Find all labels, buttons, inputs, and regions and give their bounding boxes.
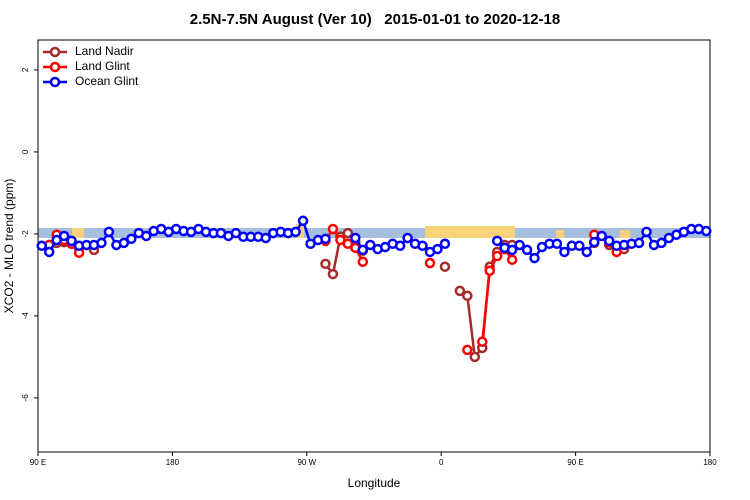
- y-tick-label: 0: [21, 149, 30, 154]
- data-point: [581, 246, 593, 258]
- data-point: [290, 226, 301, 238]
- data-point: [327, 268, 339, 280]
- data-point: [357, 256, 369, 268]
- data-point: [439, 261, 451, 272]
- data-point: [297, 215, 309, 227]
- data-point: [521, 244, 533, 256]
- data-point: [342, 238, 354, 249]
- y-axis-label: XCO2 - MLO trend (ppm): [2, 179, 16, 314]
- data-point: [589, 236, 600, 248]
- legend-label: Land Glint: [75, 59, 130, 73]
- data-point: [469, 351, 481, 363]
- data-point: [559, 246, 570, 258]
- data-point: [574, 240, 585, 252]
- data-point: [66, 235, 77, 247]
- y-tick-label: -2: [21, 230, 30, 238]
- ocean-band: [38, 228, 710, 238]
- data-point: [439, 238, 451, 249]
- data-point: [402, 232, 413, 244]
- land-band: [425, 226, 515, 238]
- data-point: [260, 232, 271, 244]
- y-tick-label: -6: [21, 394, 30, 402]
- data-point: [327, 223, 339, 235]
- data-point: [603, 235, 615, 247]
- data-point: [477, 336, 488, 347]
- data-point: [529, 252, 540, 264]
- data-point: [491, 235, 503, 247]
- data-point: [484, 265, 495, 277]
- data-point: [96, 237, 107, 249]
- data-point: [417, 240, 428, 252]
- data-point: [365, 239, 376, 251]
- data-point: [141, 230, 152, 242]
- data-point: [58, 230, 70, 242]
- data-point: [491, 250, 503, 262]
- data-point: [342, 227, 354, 239]
- x-tick-label: 0: [439, 458, 444, 467]
- land-band: [620, 230, 630, 238]
- data-point: [43, 246, 55, 258]
- x-tick-label: 90 W: [297, 458, 316, 467]
- data-point: [633, 237, 645, 249]
- x-tick-label: 90 E: [30, 458, 46, 467]
- data-point: [596, 230, 607, 242]
- data-point: [357, 244, 369, 256]
- chart-title: 2.5N-7.5N August (Ver 10) 2015-01-01 to …: [190, 11, 560, 28]
- data-point: [394, 240, 406, 252]
- data-point: [551, 238, 563, 249]
- data-point: [126, 233, 137, 245]
- data-point: [320, 233, 331, 245]
- data-point: [103, 226, 115, 238]
- data-point: [462, 344, 473, 356]
- data-point: [641, 226, 652, 238]
- x-tick-label: 90 E: [567, 458, 583, 467]
- data-point: [36, 240, 47, 252]
- data-point: [454, 285, 466, 297]
- legend-marker: [49, 61, 61, 73]
- data-point: [462, 290, 473, 302]
- land-band: [556, 230, 564, 238]
- x-axis-label: Longitude: [348, 476, 401, 490]
- land-band: [72, 228, 84, 238]
- data-point: [432, 243, 443, 255]
- data-point: [506, 244, 518, 256]
- data-point: [506, 254, 518, 265]
- y-tick-label: -4: [21, 312, 30, 320]
- legend-label: Land Nadir: [75, 44, 134, 58]
- data-point: [51, 234, 62, 246]
- legend-marker: [49, 46, 61, 58]
- data-point: [424, 257, 436, 269]
- series-line: [48, 226, 618, 342]
- data-point: [514, 239, 525, 251]
- x-tick-label: 180: [166, 458, 180, 467]
- data-point: [701, 225, 712, 237]
- data-point: [656, 237, 667, 249]
- x-tick-label: 180: [703, 458, 717, 467]
- data-point: [118, 237, 130, 249]
- legend-marker: [49, 76, 61, 88]
- y-tick-label: 2: [21, 67, 30, 72]
- data-point: [350, 232, 361, 244]
- legend-label: Ocean Glint: [75, 74, 139, 88]
- data-point: [320, 258, 331, 270]
